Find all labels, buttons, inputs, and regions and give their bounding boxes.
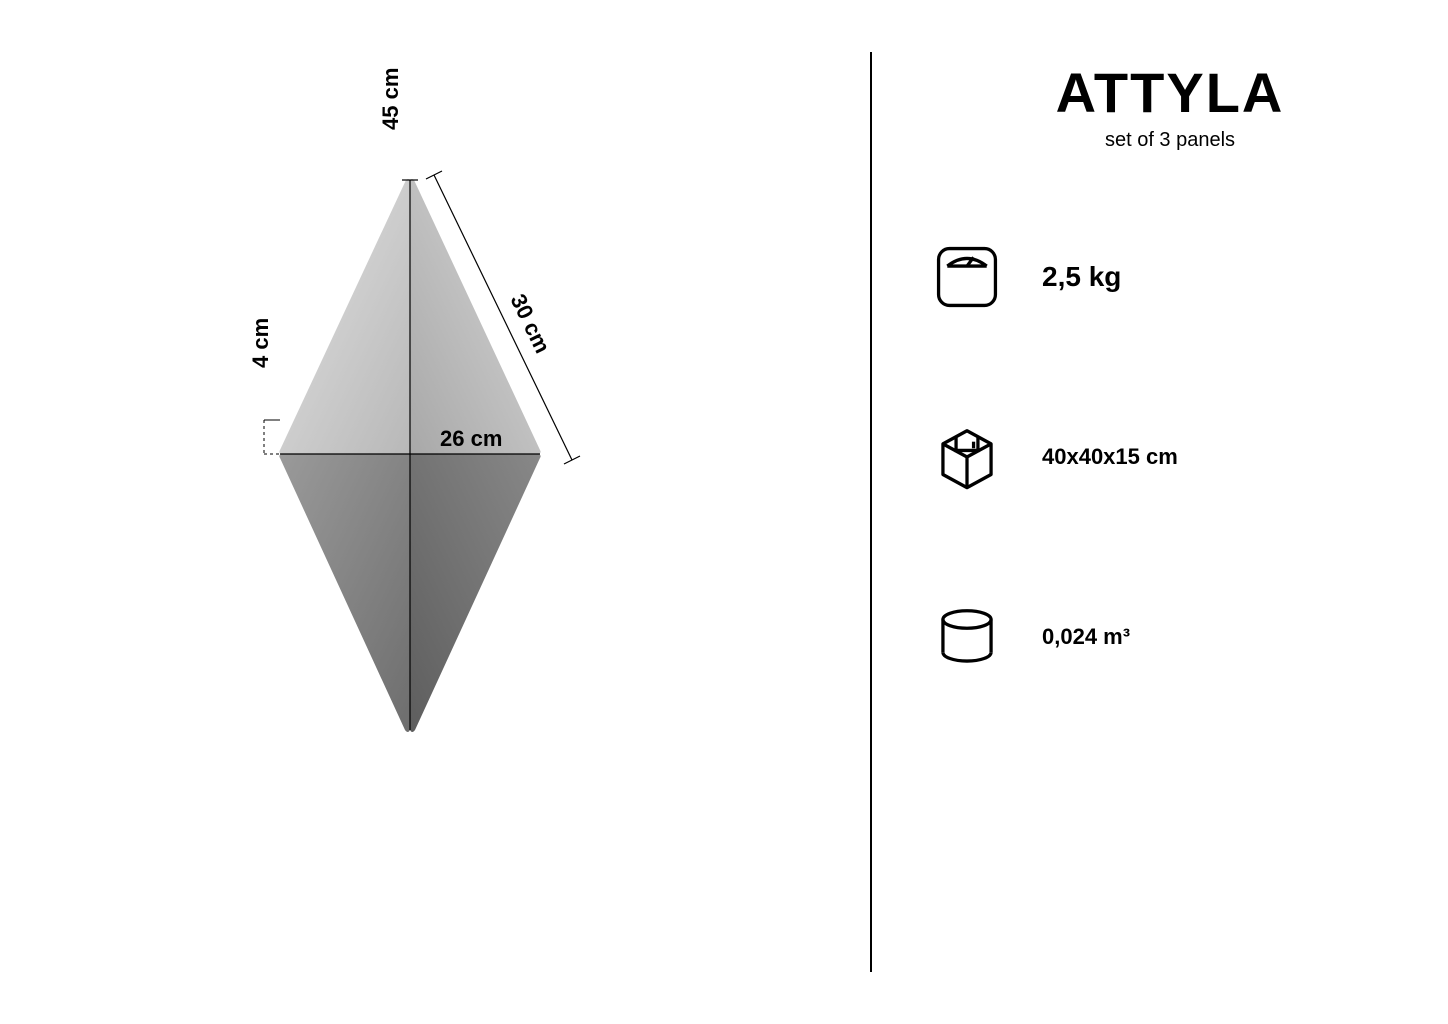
spec-weight-value: 2,5 kg [1042, 261, 1121, 293]
spec-row-weight: 2,5 kg [932, 242, 1408, 312]
dim-width-label: 26 cm [440, 426, 502, 452]
spec-row-box: 40x40x15 cm [932, 422, 1408, 492]
scale-icon [932, 242, 1002, 312]
diagram-panel: 45 cm 30 cm 26 cm 4 cm [0, 0, 870, 1024]
cylinder-icon [932, 602, 1002, 672]
depth-indicator [264, 420, 280, 454]
diamond-diagram [220, 120, 640, 800]
spec-row-volume: 0,024 m³ [932, 602, 1408, 672]
product-title: ATTYLA [932, 60, 1408, 125]
spec-box-value: 40x40x15 cm [1042, 444, 1178, 470]
dim-depth-label: 4 cm [248, 318, 274, 368]
product-subtitle: set of 3 panels [932, 129, 1408, 152]
main-container: 45 cm 30 cm 26 cm 4 cm ATTYLA set of 3 p… [0, 0, 1448, 1024]
package-icon [932, 422, 1002, 492]
dim-height-label: 45 cm [378, 68, 404, 130]
spec-volume-value: 0,024 m³ [1042, 624, 1130, 650]
spec-list: 2,5 kg 40x40x15 cm [932, 242, 1408, 672]
spec-panel: ATTYLA set of 3 panels 2,5 kg [872, 0, 1448, 1024]
product-header: ATTYLA set of 3 panels [932, 60, 1408, 152]
